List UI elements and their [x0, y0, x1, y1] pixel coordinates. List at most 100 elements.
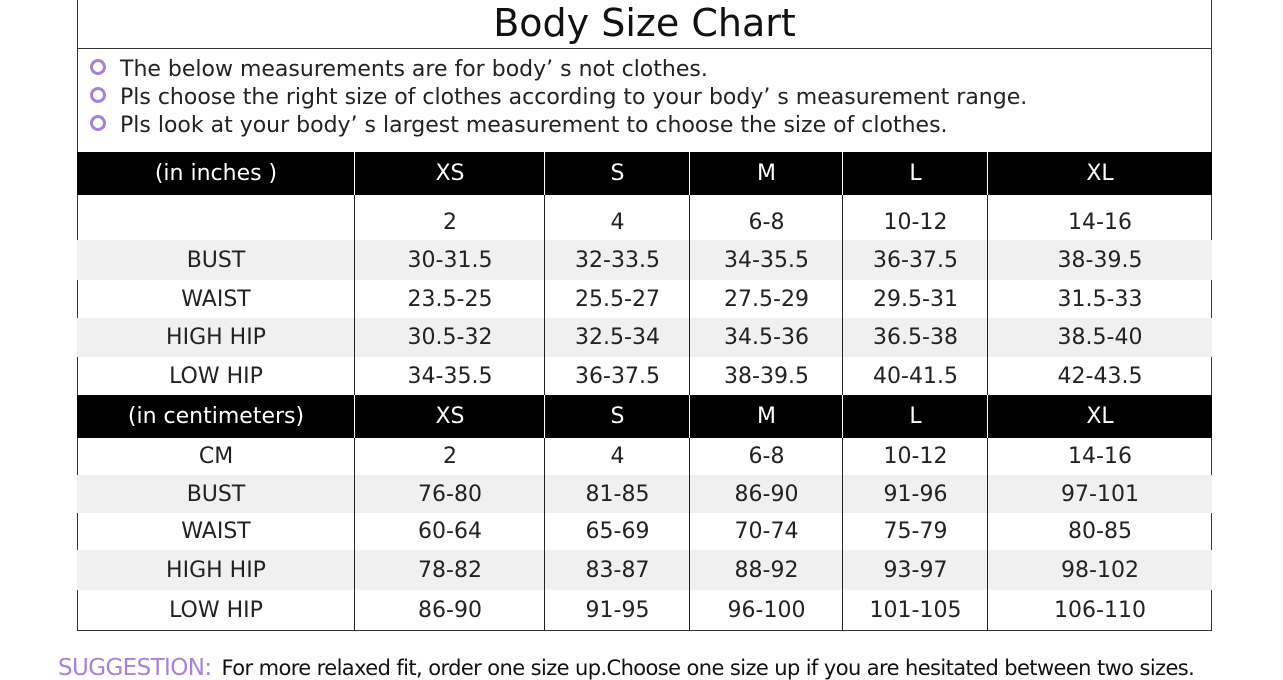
- title-rule: [77, 48, 1212, 49]
- size-cell: 32-33.5: [575, 247, 660, 273]
- header-cell: (in inches ): [77, 152, 355, 195]
- header-cell: XS: [355, 395, 545, 438]
- column-divider: [689, 438, 691, 630]
- note: Pls choose the right size of clothes acc…: [90, 84, 1027, 112]
- size-cell: 34.5-36: [724, 325, 809, 350]
- size-cell: 93-97: [883, 557, 948, 583]
- header-divider: [354, 395, 356, 438]
- size-cell: 36.5-38: [873, 325, 958, 350]
- size-cell: 101-105: [869, 597, 962, 623]
- size-cell: 30-31.5: [407, 247, 493, 273]
- size-cell: 6-8: [748, 444, 785, 469]
- column-divider: [987, 195, 989, 395]
- column-divider: [544, 438, 546, 630]
- row-label: BUST: [186, 247, 246, 273]
- column-divider: [544, 195, 546, 395]
- size-cell: 34-35.5: [407, 363, 493, 389]
- note-text: Pls look at your body’ s largest measure…: [120, 113, 948, 138]
- note: The below measurements are for body’ s n…: [90, 56, 708, 84]
- row-stripe: [77, 318, 1212, 357]
- size-cell: 97-101: [1061, 481, 1139, 507]
- suggestion-label: SUGGESTION:: [58, 655, 212, 680]
- title: Body Size Chart: [493, 1, 796, 45]
- header-cell: M: [690, 152, 843, 195]
- size-cell: 25.5-27: [575, 286, 660, 312]
- header-cell: S: [545, 152, 690, 195]
- header-cell: L: [843, 152, 988, 195]
- row-stripe: [77, 475, 1212, 513]
- size-cell: 36-37.5: [873, 247, 958, 273]
- size-cell: 78-82: [418, 557, 482, 583]
- size-cell: 32.5-34: [575, 325, 660, 350]
- size-cell: 91-96: [883, 481, 948, 507]
- column-divider: [987, 438, 989, 630]
- size-cell: 29.5-31: [873, 286, 958, 312]
- note-text: The below measurements are for body’ s n…: [120, 57, 708, 82]
- column-divider: [842, 438, 844, 630]
- header-divider: [689, 395, 691, 438]
- header-divider: [842, 152, 844, 195]
- row-stripe: [77, 240, 1212, 280]
- suggestion: SUGGESTION: For more relaxed fit, order o…: [58, 654, 1195, 680]
- size-cell: 4: [610, 444, 625, 469]
- size-cell: 40-41.5: [873, 363, 958, 389]
- size-cell: 75-79: [883, 519, 948, 544]
- frame: [77, 0, 1212, 631]
- header-divider: [689, 152, 691, 195]
- header-cell: (in centimeters): [77, 395, 355, 438]
- column-divider: [689, 195, 691, 395]
- row-label: LOW HIP: [169, 597, 263, 623]
- header-divider: [987, 395, 989, 438]
- column-divider: [842, 195, 844, 395]
- note-text: Pls choose the right size of clothes acc…: [120, 85, 1028, 110]
- size-cell: 60-64: [418, 519, 482, 544]
- size-cell: 4: [610, 210, 625, 235]
- size-cell: 23.5-25: [407, 286, 493, 312]
- bullet: [90, 115, 106, 131]
- suggestion-text: For more relaxed fit, order one size up.…: [221, 656, 1195, 680]
- size-cell: 10-12: [883, 444, 948, 469]
- header-cell: XS: [355, 152, 545, 195]
- size-cell: 42-43.5: [1057, 363, 1143, 389]
- note: Pls look at your body’ s largest measure…: [90, 112, 948, 140]
- row-label: LOW HIP: [169, 363, 263, 389]
- size-cell: 70-74: [734, 519, 799, 544]
- size-cell: 10-12: [883, 210, 948, 235]
- size-cell: 34-35.5: [724, 247, 809, 273]
- size-cell: 30.5-32: [407, 325, 493, 350]
- size-cell: 65-69: [585, 519, 650, 544]
- size-cell: 14-16: [1068, 444, 1132, 469]
- size-cell: 96-100: [727, 597, 806, 623]
- row-stripe: [77, 550, 1212, 590]
- size-cell: 38-39.5: [1057, 247, 1143, 273]
- header-divider: [842, 395, 844, 438]
- row-label: HIGH HIP: [166, 557, 266, 583]
- size-cell: 38-39.5: [724, 363, 809, 389]
- row-label: WAIST: [181, 519, 251, 544]
- column-divider: [354, 438, 356, 630]
- size-cell: 86-90: [734, 481, 799, 507]
- size-cell: 6-8: [748, 210, 785, 235]
- size-cell: 31.5-33: [1057, 286, 1143, 312]
- header-divider: [544, 395, 546, 438]
- header-cell: XL: [988, 152, 1212, 195]
- header-divider: [987, 152, 989, 195]
- size-cell: 14-16: [1068, 210, 1132, 235]
- size-cell: 80-85: [1068, 519, 1132, 544]
- size-cell: 98-102: [1061, 557, 1139, 583]
- size-cell: 36-37.5: [575, 363, 660, 389]
- column-divider: [354, 195, 356, 395]
- size-cell: 83-87: [585, 557, 650, 583]
- header-cell: XL: [988, 395, 1212, 438]
- row-label: HIGH HIP: [166, 325, 266, 350]
- size-cell: 81-85: [585, 481, 650, 507]
- header-cell: S: [545, 395, 690, 438]
- size-cell: 38.5-40: [1057, 325, 1143, 350]
- header-cell: L: [843, 395, 988, 438]
- size-cell: 2: [443, 210, 457, 235]
- bullet: [90, 87, 106, 103]
- header-divider: [354, 152, 356, 195]
- size-cell: 91-95: [585, 597, 650, 623]
- size-cell: 86-90: [418, 597, 482, 623]
